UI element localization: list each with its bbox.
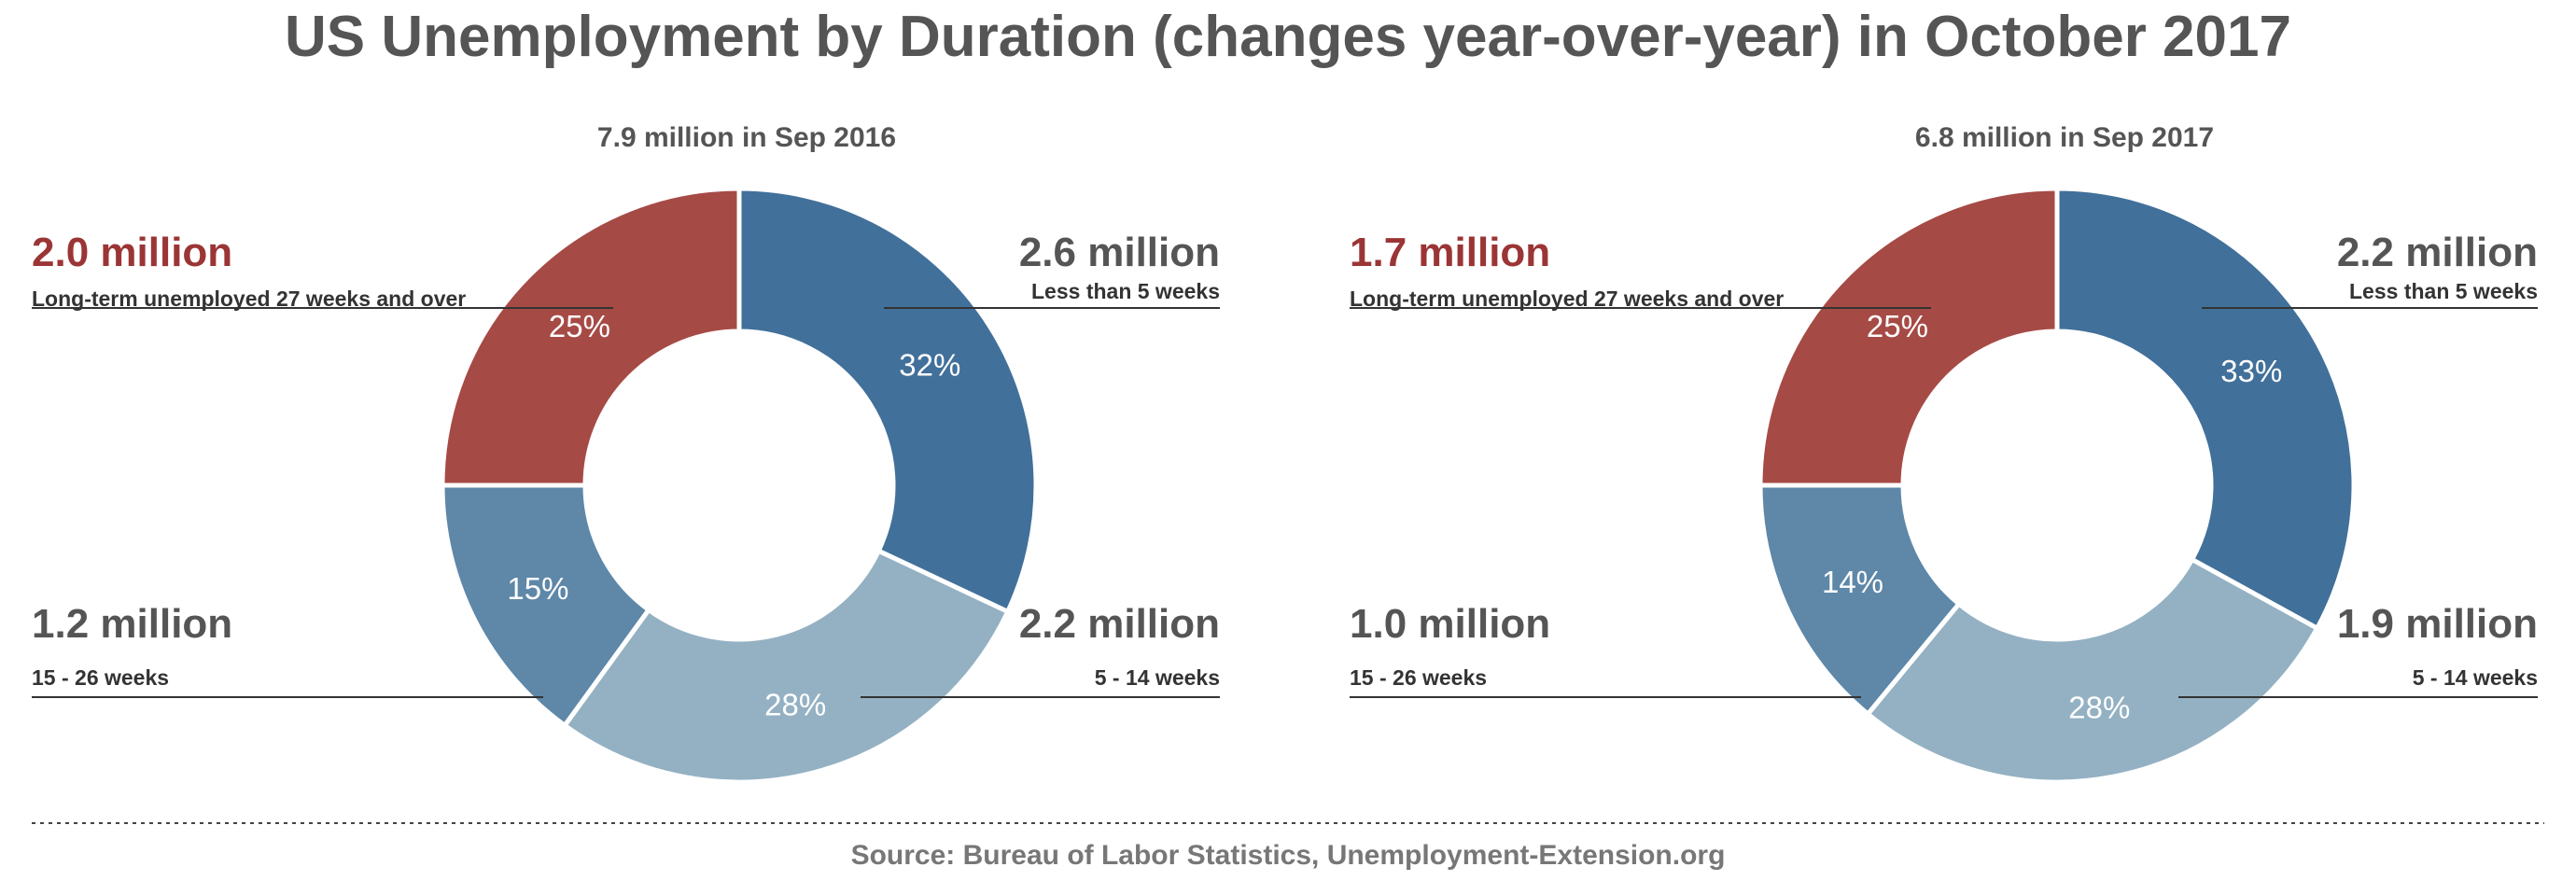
slice-group: [440, 186, 1039, 785]
percent-label-long-term: 25%: [549, 309, 610, 343]
slice-less-than-5: [736, 186, 1039, 615]
slice-less-than-5: [2054, 186, 2357, 632]
category-label-less-than-5: Less than 5 weeks: [1031, 279, 1220, 303]
chart-subtitle: 6.8 million in Sep 2017: [1915, 122, 2214, 153]
percent-label-w15-26: 14%: [1822, 565, 1883, 599]
category-label-w15-26: 15 - 26 weeks: [1350, 665, 1487, 690]
percent-label-long-term: 25%: [1867, 309, 1928, 343]
slice-long-term: [440, 186, 742, 488]
category-label-w15-26: 15 - 26 weeks: [32, 665, 169, 690]
donut-chart-2017: 6.8 million in Sep 2017 33% 28% 14% 25% 2.2…: [1350, 122, 2538, 785]
amount-label-less-than-5: 2.2 million: [2337, 230, 2538, 275]
percent-label-w15-26: 15%: [507, 571, 568, 606]
percent-label-w5-14: 28%: [764, 687, 826, 721]
category-label-w5-14: 5 - 14 weeks: [1095, 665, 1220, 690]
amount-label-long-term: 2.0 million: [32, 230, 232, 275]
percent-label-w5-14: 28%: [2068, 691, 2130, 725]
percent-label-group: 32% 28% 15% 25%: [507, 309, 960, 722]
donut-chart-2016: 7.9 million in Sep 2016 32% 28% 15% 25% 2.6…: [32, 122, 1220, 785]
percent-label-less-than-5: 32%: [899, 347, 960, 382]
amount-label-w15-26: 1.0 million: [1350, 601, 1550, 647]
source-note: Source: Bureau of Labor Statistics, Unem…: [851, 840, 1726, 871]
category-label-w5-14: 5 - 14 weeks: [2413, 665, 2538, 690]
chart-title: US Unemployment by Duration (changes yea…: [285, 5, 2291, 69]
slice-w5-14: [561, 547, 1012, 785]
callout-group: 2.2 million Less than 5 weeks 1.9 million 5…: [1350, 230, 2538, 698]
amount-label-long-term: 1.7 million: [1350, 230, 1550, 275]
percent-label-less-than-5: 33%: [2220, 354, 2282, 388]
slice-long-term: [1757, 186, 2060, 488]
amount-label-less-than-5: 2.6 million: [1019, 230, 1220, 275]
category-label-less-than-5: Less than 5 weeks: [2349, 279, 2538, 303]
callout-group: 2.6 million Less than 5 weeks 2.2 million 5…: [32, 230, 1220, 698]
chart-subtitle: 7.9 million in Sep 2016: [597, 122, 896, 153]
slice-w15-26: [440, 482, 652, 729]
amount-label-w15-26: 1.2 million: [32, 601, 232, 647]
slice-w5-14: [1864, 556, 2321, 785]
slice-w15-26: [1757, 482, 1963, 718]
slice-group: [1757, 186, 2357, 785]
amount-label-w5-14: 2.2 million: [1019, 601, 1220, 647]
category-label-long-term: Long-term unemployed 27 weeks and over: [32, 287, 466, 311]
percent-label-group: 33% 28% 14% 25%: [1822, 309, 2282, 725]
category-label-long-term: Long-term unemployed 27 weeks and over: [1350, 287, 1784, 311]
amount-label-w5-14: 1.9 million: [2337, 601, 2538, 647]
